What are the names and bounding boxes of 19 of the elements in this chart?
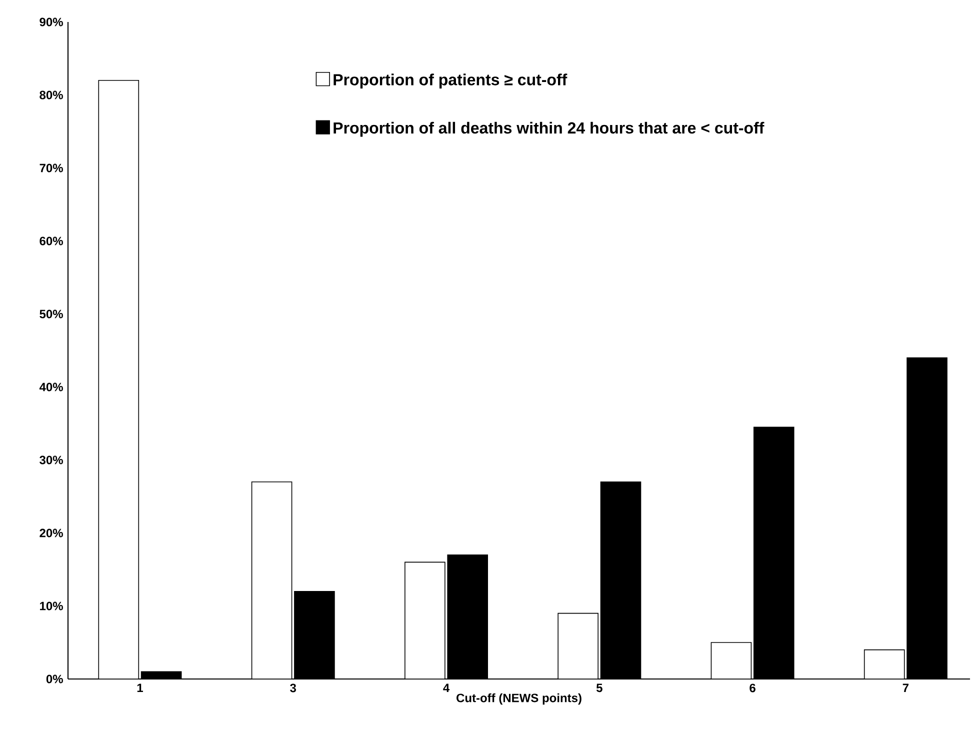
y-tick-label: 80% (40, 90, 63, 100)
y-tick-label: 20% (40, 528, 63, 538)
x-tick-label: 7 (902, 684, 909, 692)
y-tick-label: 60% (40, 236, 63, 246)
y-tick-label: 40% (39, 382, 63, 392)
y-tick-label: 50% (40, 310, 63, 318)
y-tick-label: 30% (40, 456, 63, 464)
legend-label: Proportion of all deaths within 24 hours that are < cut-off (334, 122, 764, 137)
y-tick-label: 0% (46, 674, 63, 684)
y-tick-label: 90% (40, 18, 63, 26)
x-tick-label: 3 (290, 684, 296, 692)
y-tick-label: 10% (40, 602, 63, 610)
legend-label: Proportion of patients ≥ cut-off (334, 74, 568, 89)
y-tick-label: 70% (40, 164, 63, 172)
x-tick-label: 6 (750, 684, 756, 692)
x-tick-label: 4 (443, 684, 450, 692)
x-tick-label: 1 (137, 684, 143, 692)
x-tick-label: 5 (596, 684, 602, 692)
x-axis-title: Cut-off (NEWS points) (456, 693, 582, 705)
